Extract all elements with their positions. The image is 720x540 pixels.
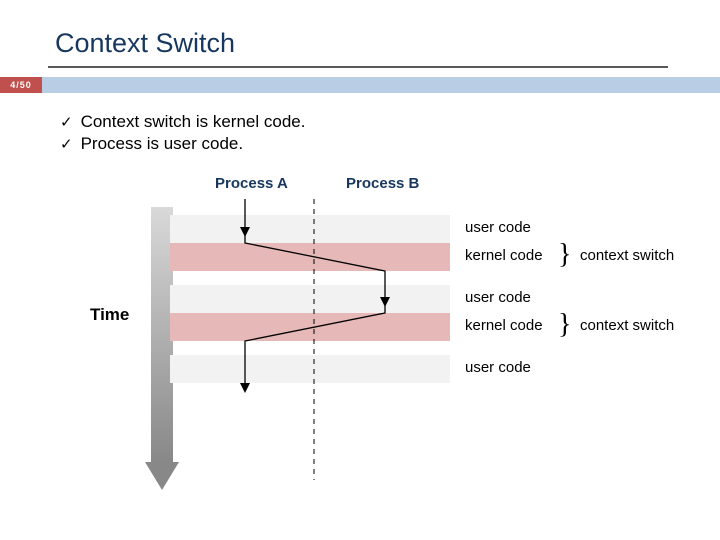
code-label: kernel code: [465, 247, 543, 264]
code-label: user code: [465, 289, 531, 306]
code-label: kernel code: [465, 317, 543, 334]
code-label: user code: [465, 219, 531, 236]
context-switch-label: context switch: [580, 247, 674, 264]
title-underline: [48, 66, 668, 68]
execution-path: [0, 175, 720, 505]
brace-icon: }: [558, 241, 571, 269]
bullet-item: ✓ Context switch is kernel code.: [60, 112, 305, 132]
check-icon: ✓: [60, 135, 73, 153]
brace-icon: }: [558, 311, 571, 339]
bullet-item: ✓ Process is user code.: [60, 134, 305, 154]
context-switch-label: context switch: [580, 317, 674, 334]
check-icon: ✓: [60, 113, 73, 131]
slide-title: Context Switch: [55, 28, 235, 59]
code-label: user code: [465, 359, 531, 376]
bullet-text: Context switch is kernel code.: [81, 112, 306, 132]
page-number: 4/50: [0, 77, 42, 93]
header-bar: [42, 77, 720, 93]
bullet-text: Process is user code.: [81, 134, 244, 154]
context-switch-diagram: Process A Process B Time user code kerne…: [0, 175, 720, 505]
bullet-list: ✓ Context switch is kernel code. ✓ Proce…: [60, 112, 305, 156]
